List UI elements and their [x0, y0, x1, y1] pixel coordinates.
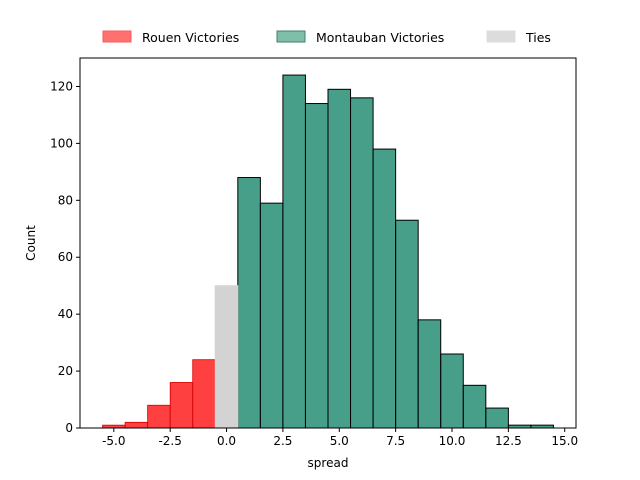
- legend-label-montauban-victories: Montauban Victories: [316, 30, 444, 45]
- bar-montauban-victories-9: [440, 353, 464, 429]
- y-tick-label: 120: [50, 79, 73, 93]
- legend-label-ties: Ties: [525, 30, 551, 45]
- bar-rouen-victories-4: [192, 359, 216, 429]
- bar-montauban-victories-7: [395, 219, 419, 429]
- x-tick-label: 7.5: [386, 434, 405, 448]
- y-axis: 0 20 40 60 80 100 120: [50, 79, 80, 435]
- x-tick-label: -5.0: [102, 434, 125, 448]
- x-tick-label: 5.0: [330, 434, 349, 448]
- y-tick-label: 80: [58, 193, 73, 207]
- bar-montauban-victories-10: [462, 384, 487, 429]
- bar-rouen-victories-3: [169, 382, 194, 429]
- bar-montauban-victories-6: [372, 148, 397, 429]
- x-tick-label: 2.5: [273, 434, 292, 448]
- x-tick-label: 0.0: [217, 434, 236, 448]
- bar-ties-0: [214, 285, 239, 429]
- bar-rouen-victories-1: [124, 421, 149, 429]
- x-axis: -5.0 -2.5 0.0 2.5 5.0 7.5 10.0 12.5 15.0: [102, 428, 578, 448]
- x-tick-label: 15.0: [551, 434, 578, 448]
- bar-montauban-victories-11: [485, 407, 509, 429]
- legend-swatch-montauban-victories: [276, 30, 306, 43]
- legend-swatch-ties: [486, 30, 516, 43]
- bar-montauban-victories-8: [417, 319, 442, 429]
- bars: [102, 74, 554, 429]
- x-tick-label: 10.0: [439, 434, 466, 448]
- x-tick-label: 12.5: [495, 434, 522, 448]
- bar-montauban-victories-1: [259, 202, 284, 429]
- legend: Rouen Victories Montauban Victories Ties: [102, 30, 551, 45]
- y-tick-label: 40: [58, 307, 73, 321]
- bar-montauban-victories-4: [327, 88, 352, 429]
- y-tick-label: 0: [65, 421, 73, 435]
- y-tick-label: 60: [58, 250, 73, 264]
- bar-montauban-victories-0: [237, 177, 261, 429]
- y-tick-label: 20: [58, 364, 73, 378]
- legend-swatch-rouen-victories: [102, 30, 132, 43]
- bar-montauban-victories-5: [350, 97, 374, 429]
- y-tick-label: 100: [50, 136, 73, 150]
- bar-rouen-victories-2: [147, 404, 171, 429]
- bar-montauban-victories-3: [304, 103, 329, 429]
- x-axis-label: spread: [308, 456, 349, 470]
- legend-label-rouen-victories: Rouen Victories: [142, 30, 239, 45]
- x-tick-label: -2.5: [158, 434, 181, 448]
- plot-area-frame: [79, 57, 577, 429]
- y-axis-label: Count: [24, 225, 38, 261]
- bar-montauban-victories-2: [282, 74, 306, 429]
